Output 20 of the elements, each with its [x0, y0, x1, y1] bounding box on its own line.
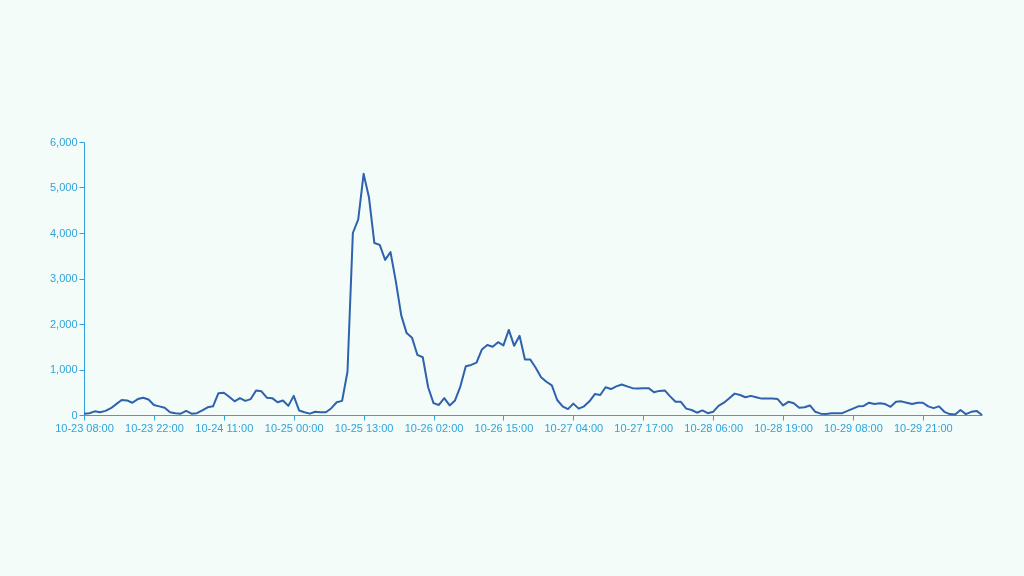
x-tick-label: 10-29 21:00 — [893, 421, 953, 434]
y-tick-label: 1,000 — [49, 363, 78, 375]
y-tick-label: 3,000 — [49, 272, 78, 284]
x-tick-label: 10-27 04:00 — [544, 421, 604, 434]
x-tick-label: 10-27 17:00 — [614, 421, 674, 434]
x-tick-label: 10-28 19:00 — [754, 421, 813, 434]
y-tick-label: 6,000 — [49, 135, 78, 148]
y-tick-label: 2,000 — [49, 317, 78, 330]
x-tick-label: 10-24 11:00 — [195, 421, 254, 434]
y-tick-label: 5,000 — [49, 181, 78, 193]
x-tick-label: 10-29 08:00 — [824, 421, 883, 434]
x-tick-label: 10-23 08:00 — [55, 421, 114, 434]
y-tick-label: 4,000 — [49, 226, 78, 239]
x-tick-label: 10-25 13:00 — [334, 421, 394, 434]
x-tick-label: 10-25 00:00 — [264, 421, 324, 434]
x-tick-label: 10-28 06:00 — [684, 421, 743, 434]
y-tick-label: 0 — [71, 408, 78, 421]
x-tick-label: 10-26 15:00 — [474, 421, 534, 434]
x-tick-label: 10-26 02:00 — [404, 421, 464, 434]
x-tick-label: 10-23 22:00 — [125, 421, 184, 434]
